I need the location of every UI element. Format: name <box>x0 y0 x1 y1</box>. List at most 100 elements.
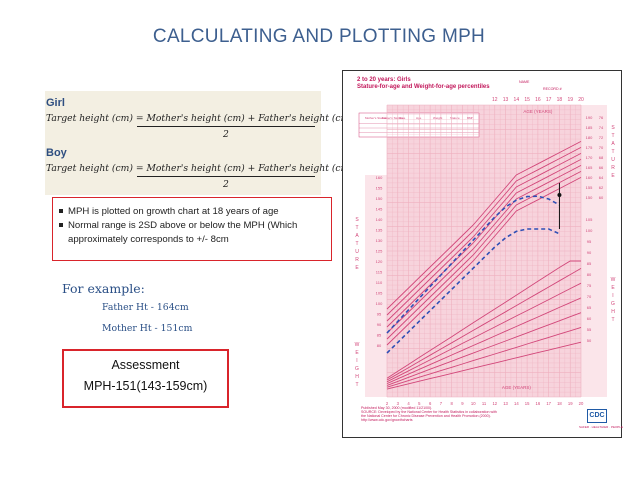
right-cm-tick-label: 175 <box>586 145 593 150</box>
age-bottom-tick-label: 19 <box>568 401 573 406</box>
weight-kg-tick-label: 105 <box>586 217 593 222</box>
right-in-tick-label: 64 <box>599 175 604 180</box>
age-top-tick-label: 19 <box>567 97 573 103</box>
chart-header: 2 to 20 years: Girls Stature-for-age and… <box>357 77 490 91</box>
left-cm-tick-label: 155 <box>376 186 383 191</box>
age-bottom-tick-label: 20 <box>579 401 584 406</box>
cdc-logo-icon: CDC <box>587 409 607 423</box>
age-bottom-tick-label: 5 <box>418 401 421 406</box>
assessment-box: Assessment MPH-151(143-159cm) <box>62 349 229 408</box>
age-bottom-tick-label: 18 <box>557 401 562 406</box>
bullet-square-icon <box>59 223 63 227</box>
mph-lower-dashed-line <box>386 228 560 354</box>
chart-footer-line1: Published May 30, 2000 (modified 11/21/0… <box>361 406 433 410</box>
assessment-label: Assessment <box>111 358 180 372</box>
age-top-tick-label: 13 <box>503 97 509 103</box>
formula-image: Girl Target height (cm) = Mother's heigh… <box>45 91 392 195</box>
right-cm-tick-label: 165 <box>586 165 593 170</box>
right-in-tick-label: 76 <box>599 115 604 120</box>
age-top-tick-label: 12 <box>492 97 498 103</box>
boy-formula-denominator: 2 <box>223 179 229 190</box>
stature-axis-letter: U <box>611 157 615 163</box>
right-in-tick-label: 68 <box>599 155 604 160</box>
chart-footer-line4: http://www.cdc.gov/growthcharts <box>361 418 413 422</box>
weight-axis-letter: I <box>612 293 613 299</box>
weight-kg-tick-label: 95 <box>587 239 592 244</box>
table-header-text: BMI* <box>467 116 474 120</box>
age-bottom-tick-label: 3 <box>397 401 400 406</box>
mph-point-marker <box>557 193 562 197</box>
right-cm-tick-label: 185 <box>586 125 593 130</box>
weight-axis-letter: H <box>355 374 359 380</box>
left-cm-tick-label: 140 <box>376 217 383 222</box>
left-cm-tick-label: 150 <box>376 196 383 201</box>
weight-axis-letter: E <box>355 350 359 356</box>
weight-kg-tick-label: 60 <box>587 316 592 321</box>
stature-percentile-curve <box>386 171 582 340</box>
age-bottom-tick-label: 15 <box>525 401 530 406</box>
left-cm-tick-label: 120 <box>376 259 383 264</box>
stature-percentile-curve <box>386 153 582 322</box>
weight-percentile-curve <box>386 341 582 390</box>
name-label: NAME <box>519 80 530 84</box>
age-top-tick-label: 18 <box>557 97 563 103</box>
age-bottom-tick-label: 14 <box>514 401 519 406</box>
right-cm-tick-label: 190 <box>586 115 593 120</box>
left-scale-band <box>365 175 387 397</box>
weight-axis-letter: E <box>611 285 615 291</box>
left-cm-tick-label: 110 <box>376 280 383 285</box>
age-top-tick-label: 20 <box>578 97 584 103</box>
age-bottom-tick-label: 7 <box>440 401 443 406</box>
left-cm-tick-label: 90 <box>377 322 382 327</box>
stature-percentile-curve <box>386 147 582 316</box>
age-bottom-tick-label: 9 <box>461 401 464 406</box>
right-in-tick-label: 60 <box>599 195 604 200</box>
left-cm-tick-label: 145 <box>376 207 383 212</box>
weight-axis-letter: G <box>355 366 359 372</box>
right-cm-tick-label: 155 <box>586 185 593 190</box>
right-cm-tick-label: 180 <box>586 135 593 140</box>
chart-footer-line2: SOURCE: Developed by the National Center… <box>361 410 497 414</box>
weight-axis-letter: T <box>355 382 358 388</box>
right-in-tick-label: 72 <box>599 135 604 140</box>
left-cm-tick-label: 160 <box>376 175 383 180</box>
weight-axis-letter: W <box>355 342 360 348</box>
stature-axis-letter: E <box>611 173 615 179</box>
left-cm-tick-label: 100 <box>376 301 383 306</box>
stature-axis-letter: S <box>355 217 359 223</box>
table-header-text: Age <box>416 116 422 120</box>
weight-axis-letter: G <box>611 301 615 307</box>
stature-axis-letter: T <box>611 133 614 139</box>
measurement-table <box>358 112 480 138</box>
girl-fraction-bar <box>137 126 315 127</box>
stature-axis-letter: U <box>355 249 359 255</box>
stature-axis-letter: A <box>355 233 359 239</box>
weight-kg-tick-label: 75 <box>587 283 592 288</box>
left-cm-tick-label: 80 <box>377 343 382 348</box>
weight-percentile-curve <box>386 297 582 385</box>
weight-kg-tick-label: 90 <box>587 250 592 255</box>
chart-header-line2: Stature-for-age and Weight-for-age perce… <box>357 84 490 90</box>
bullet-square-icon <box>59 209 63 213</box>
right-in-tick-label: 62 <box>599 185 604 190</box>
age-bottom-tick-label: 8 <box>450 401 453 406</box>
table-header-text: Mother's Stature <box>365 116 387 120</box>
boy-formula-numerator: Target height (cm) = Mother's height (cm… <box>46 163 392 174</box>
mother-height: Mother Ht - 151cm <box>102 323 193 334</box>
stature-axis-letter: E <box>355 265 359 271</box>
left-cm-tick-label: 95 <box>377 312 382 317</box>
bullet-item-continuation: approximately corresponds to +/- 8cm <box>68 234 229 245</box>
weight-percentile-curve <box>386 282 582 383</box>
age-bottom-tick-label: 4 <box>407 401 410 406</box>
table-header-text: Weight <box>433 116 442 120</box>
boy-fraction-bar <box>137 176 315 177</box>
left-cm-tick-label: 125 <box>376 249 383 254</box>
chart-footer-line3: the National Center for Chronic Disease … <box>361 414 491 418</box>
age-bottom-tick-label: 16 <box>536 401 541 406</box>
age-top-tick-label: 14 <box>514 97 520 103</box>
stature-axis-letter: S <box>611 125 615 131</box>
stature-axis-letter: T <box>355 225 358 231</box>
age-bottom-tick-label: 11 <box>482 401 487 406</box>
bullet-item: Normal range is 2SD above or below the M… <box>59 219 327 233</box>
